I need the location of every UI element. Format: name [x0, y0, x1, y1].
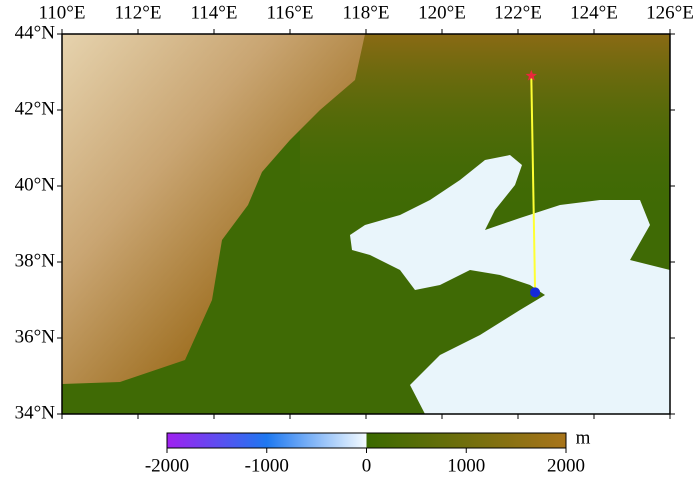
colorbar-unit: m [576, 427, 591, 448]
colorbar-label: 1000 [447, 455, 485, 476]
x-tick-label: 112°E [115, 2, 162, 23]
profile-line [530, 75, 537, 293]
y-tick-label: 38°N [15, 250, 56, 271]
colorbar-label: 0 [362, 455, 372, 476]
x-tick-label: 124°E [570, 2, 618, 23]
x-tick-label: 120°E [418, 2, 466, 23]
x-tick-label: 110°E [39, 2, 86, 23]
start-marker [525, 69, 538, 81]
y-tick-label: 42°N [15, 98, 56, 119]
x-tick-label: 126°E [646, 2, 694, 23]
x-tick-label: 118°E [343, 2, 390, 23]
colorbar-label: 2000 [547, 455, 585, 476]
y-tick-label: 34°N [15, 402, 56, 423]
y-tick-label: 36°N [15, 326, 56, 347]
y-tick-label: 40°N [15, 174, 56, 195]
x-tick-label: 116°E [267, 2, 314, 23]
end-marker [530, 287, 541, 298]
y-tick-label: 44°N [15, 22, 56, 43]
x-tick-label: 114°E [191, 2, 238, 23]
colorbar-label: -1000 [245, 455, 289, 476]
x-tick-label: 122°E [494, 2, 542, 23]
colorbar-label: -2000 [145, 455, 189, 476]
colorbar [166, 432, 567, 449]
terrain [62, 34, 670, 414]
